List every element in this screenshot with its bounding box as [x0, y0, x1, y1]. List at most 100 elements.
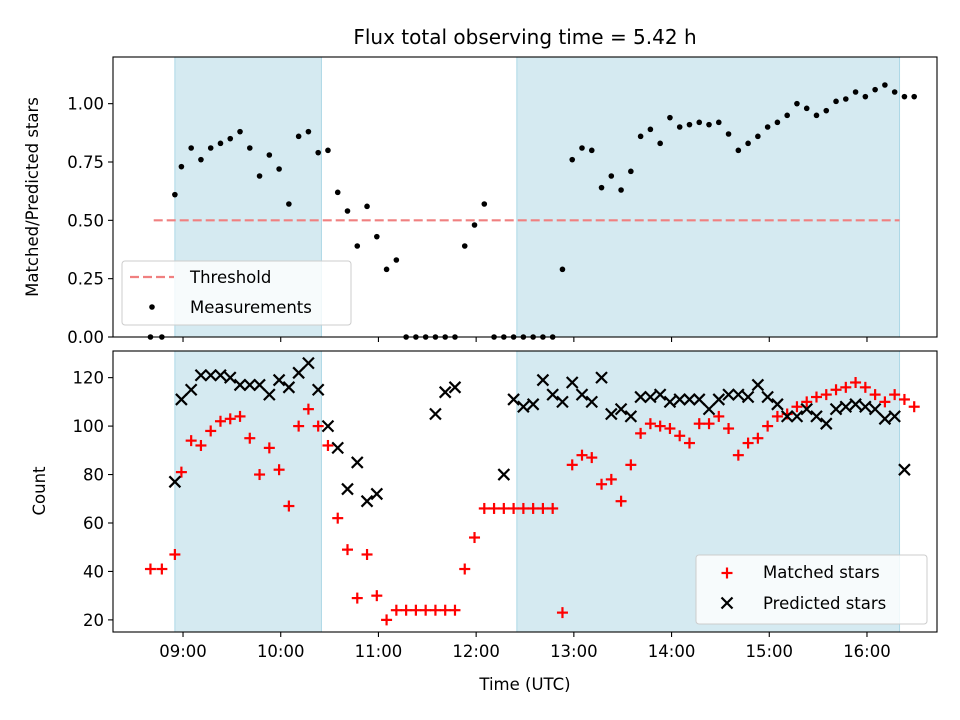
matched-star-point	[693, 418, 705, 430]
cross-b	[585, 395, 599, 409]
matched-star-point	[498, 502, 510, 514]
predicted-star-point	[644, 390, 657, 404]
cross-b	[888, 410, 901, 423]
measurement-point	[374, 233, 380, 240]
cross-b	[497, 468, 511, 481]
measurement-point	[628, 168, 634, 175]
predicted-star-point	[272, 373, 286, 387]
cross-b	[223, 371, 237, 384]
predicted-star-point	[732, 388, 745, 401]
cross-b	[331, 441, 345, 455]
legend-measurements-swatch	[149, 304, 155, 310]
x-tick-label: 11:00	[355, 642, 403, 661]
x-tick-label: 14:00	[648, 642, 696, 661]
cross-b	[556, 395, 569, 409]
bottom-y-tick-label: 20	[83, 611, 104, 630]
matched-star-point	[674, 430, 686, 442]
predicted-star-point	[653, 388, 667, 401]
bottom-legend: Matched stars Predicted stars	[695, 554, 928, 625]
measurement-point	[276, 166, 282, 172]
bottom-y-axis-label: Count	[30, 466, 49, 516]
measurement-point	[286, 201, 292, 207]
measurement-point	[295, 133, 302, 140]
cross-b	[507, 393, 520, 406]
cross-b	[429, 407, 442, 421]
predicted-star-point	[605, 407, 618, 421]
cross-b	[771, 398, 784, 411]
measurement-point	[315, 149, 321, 156]
predicted-star-point	[673, 393, 686, 406]
matched-star-point	[801, 396, 813, 408]
cross-b	[175, 393, 188, 406]
predicted-star-point	[556, 395, 569, 409]
x-tick-label: 10:00	[257, 642, 305, 661]
predicted-star-point	[819, 417, 833, 430]
measurement-point	[227, 135, 234, 142]
matched-star-point	[596, 478, 608, 490]
measurement-point	[579, 145, 585, 151]
x-tick-label: 13:00	[550, 642, 598, 661]
matched-star-point	[371, 590, 383, 602]
matched-star-point	[859, 381, 871, 393]
cross-b	[263, 388, 276, 401]
bottom-y-tick-label: 80	[83, 466, 104, 485]
cross-b	[829, 402, 843, 416]
cross-b	[800, 402, 814, 416]
x-tick-label: 16:00	[843, 642, 891, 661]
top-y-axis: 0.00 0.25 0.50 0.75 1.00	[67, 95, 113, 347]
chart-title: Flux total observing time = 5.42 h	[353, 25, 696, 49]
matched-star-point	[908, 401, 920, 413]
bottom-y-tick-label: 40	[83, 562, 104, 581]
cross-b	[605, 407, 618, 421]
predicted-star-point	[302, 356, 315, 370]
top-y-tick-label: 0.00	[67, 328, 104, 347]
predicted-star-point	[429, 407, 442, 421]
legend-matched-label: Matched stars	[763, 563, 880, 582]
measurement-point	[588, 147, 595, 154]
predicted-star-point	[282, 381, 296, 394]
measurement-point	[794, 100, 800, 107]
cross-b	[849, 398, 862, 411]
measurement-point	[745, 140, 751, 147]
cross-b	[722, 388, 735, 401]
bottom-x-axis: 09:00 10:00 11:00 12:00 13:00 14:00 15:00 16:00	[159, 632, 891, 661]
matched-star-point	[576, 449, 588, 461]
top-axes-frame	[112, 56, 938, 338]
cross-b	[780, 410, 794, 423]
matched-star-point	[615, 495, 627, 507]
top-shaded-interval	[516, 56, 901, 338]
matched-star-point	[723, 423, 735, 435]
cross-b	[634, 390, 647, 404]
matched-star-point	[850, 376, 862, 388]
cross-b	[663, 395, 677, 409]
matched-star-point	[791, 401, 803, 413]
measurement-point	[344, 208, 351, 214]
cross-b	[810, 410, 823, 423]
cross-b	[702, 402, 716, 416]
cross-b	[360, 494, 374, 508]
predicted-star-point	[194, 368, 208, 382]
matched-star-point	[341, 544, 353, 556]
measurement-point	[637, 133, 644, 140]
cross-b	[839, 400, 853, 413]
predicted-star-point	[859, 400, 872, 413]
cross-b	[624, 410, 638, 423]
predicted-star-point	[517, 400, 530, 413]
predicted-star-point	[663, 395, 677, 409]
predicted-star-point	[722, 388, 735, 401]
top-x-ticks	[182, 337, 868, 342]
predicted-star-point	[878, 412, 892, 426]
x-tick-label: 09:00	[159, 642, 207, 661]
matched-star-point	[439, 604, 451, 616]
matched-star-point	[664, 423, 676, 435]
predicted-star-point	[595, 371, 608, 384]
predicted-star-point	[634, 390, 647, 404]
measurement-point	[715, 119, 722, 126]
top-legend-box	[121, 260, 352, 326]
matched-star-point	[195, 439, 207, 451]
cross-b	[868, 402, 882, 416]
matched-star-point	[762, 420, 774, 432]
cross-b	[341, 482, 354, 496]
measurement-point	[198, 156, 204, 163]
cross-b	[243, 378, 257, 392]
